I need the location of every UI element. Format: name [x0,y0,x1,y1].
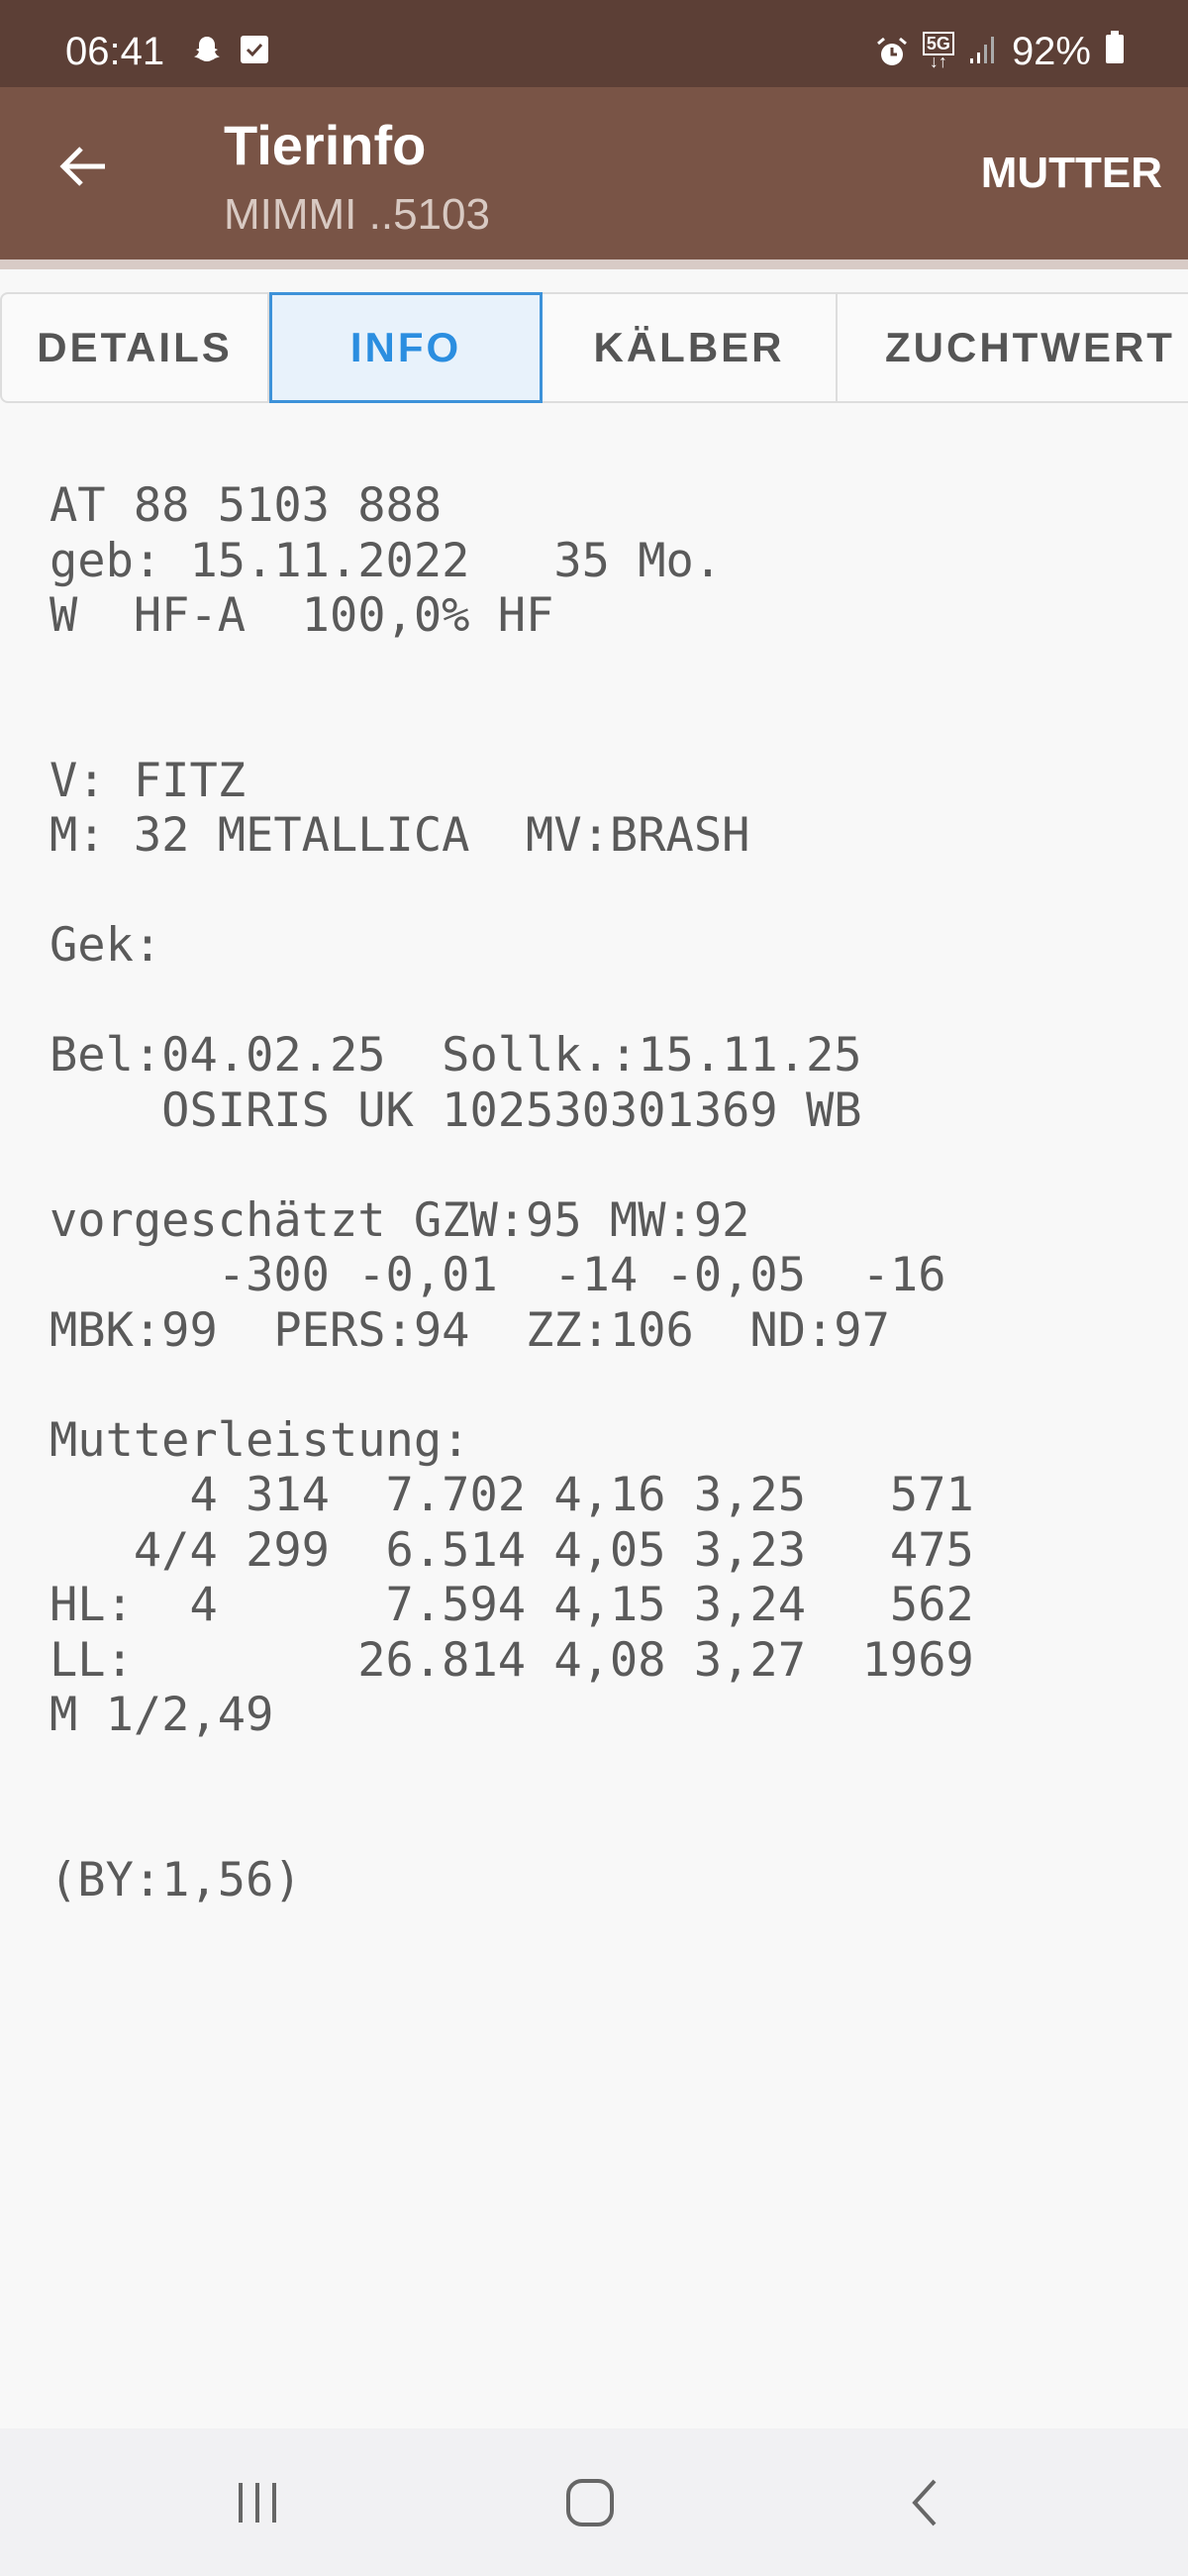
info-line: LL: 26.814 4,08 3,27 1969 [50,1632,974,1688]
back-icon[interactable] [885,2468,964,2537]
status-time: 06:41 [65,30,165,73]
info-line: Bel:04.02.25 Sollk.:15.11.25 [50,1028,862,1082]
tab-info[interactable]: INFO [269,292,543,403]
tab-details[interactable]: DETAILS [0,292,269,403]
info-line: OSIRIS UK 102530301369 WB [50,1082,862,1138]
info-line: Gek: [50,918,162,973]
info-line [50,644,974,699]
mutter-button[interactable]: MUTTER [980,149,1162,197]
info-line: vorgeschätzt GZW:95 MW:92 [50,1192,750,1248]
info-line [50,1798,974,1853]
info-line: -300 -0,01 -14 -0,05 -16 [50,1248,946,1302]
info-line [50,698,974,754]
info-line: 4/4 299 6.514 4,05 3,23 475 [50,1522,974,1578]
info-line: HL: 4 7.594 4,15 3,24 562 [50,1578,974,1632]
signal-icon [968,30,998,74]
divider [0,259,1188,269]
info-line: (BY:1,56) [50,1852,302,1907]
home-icon[interactable] [550,2468,630,2537]
battery-level: 92% [1011,30,1091,73]
battery-icon [1105,30,1125,74]
info-line: MBK:99 PERS:94 ZZ:106 ND:97 [50,1302,890,1358]
info-text: AT 88 5103 888 geb: 15.11.2022 35 Mo. W HF… [50,478,974,1907]
info-line [50,1138,974,1193]
checkbox-icon [238,34,271,67]
info-line [50,1743,974,1799]
network-type: 5G [922,31,954,55]
app-bar: Tierinfo MIMMI ..5103 MUTTER [0,87,1188,259]
info-line [50,1358,974,1413]
status-bar: 06:41 5G ↓↑ 92% [0,0,1188,87]
tab-bar: DETAILS INFO KÄLBER ZUCHTWERT [0,292,1188,403]
info-line: AT 88 5103 888 [50,478,443,533]
info-line: M 1/2,49 [50,1688,274,1742]
page-title: Tierinfo [224,114,427,176]
back-arrow-icon[interactable] [55,139,111,204]
recent-apps-icon[interactable] [218,2468,297,2537]
info-line [50,974,974,1029]
info-line [50,864,974,919]
alarm-icon [875,36,909,69]
info-line: Mutterleistung: [50,1412,470,1468]
info-line: W HF-A 100,0% HF [50,588,554,643]
info-line: 4 314 7.702 4,16 3,25 571 [50,1468,974,1522]
tab-kaelber[interactable]: KÄLBER [543,292,838,403]
info-line: geb: 15.11.2022 35 Mo. [50,533,723,588]
navigation-bar [0,2428,1188,2576]
tab-zuchtwert[interactable]: ZUCHTWERT [838,292,1188,403]
info-line: V: FITZ [50,753,247,808]
info-line: M: 32 METALLICA MV:BRASH [50,808,750,863]
5g-icon: 5G ↓↑ [922,31,954,70]
page-subtitle: MIMMI ..5103 [224,190,490,239]
snapchat-icon [190,34,224,67]
